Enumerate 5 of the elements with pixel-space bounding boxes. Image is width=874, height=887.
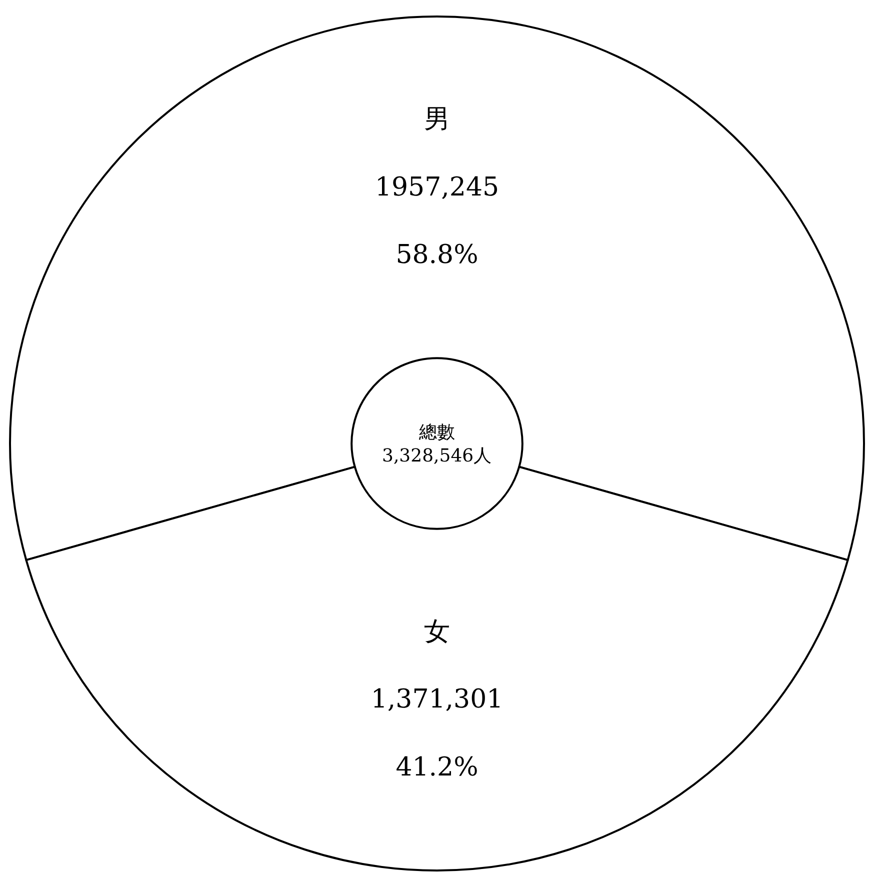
text: 總數 3,328,546人 [382,422,492,466]
text: 1957,245 58.8% [374,172,500,270]
slice-label: 男 [424,104,450,135]
text: 1,371,301 41.2% [370,684,504,782]
slice-label: 女 [424,617,450,648]
